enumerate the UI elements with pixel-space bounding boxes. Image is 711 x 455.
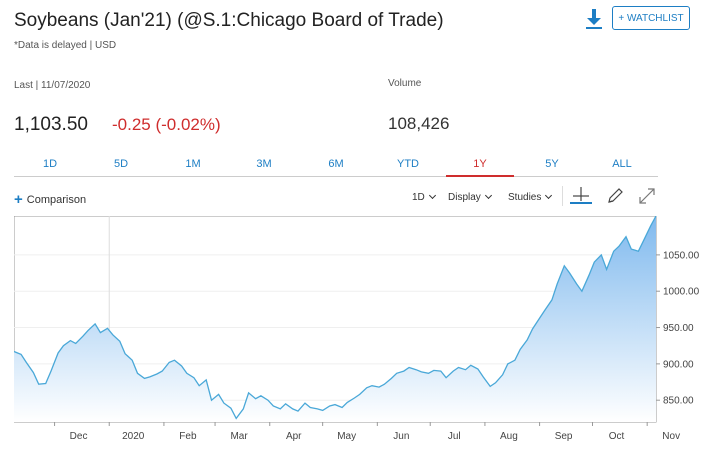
studies-dropdown[interactable]: Studies [508,191,553,203]
price-area [14,216,656,422]
toolbar-divider [562,186,563,206]
x-tick-label: Feb [179,431,197,442]
range-tab-3m[interactable]: 3M [256,158,272,170]
y-tick-label: 1050.00 [663,250,700,261]
crosshair-icon[interactable] [570,186,592,206]
y-tick-label: 900.00 [663,359,694,370]
x-tick-label: Mar [230,431,248,442]
volume-label: Volume [388,78,422,89]
chevron-down-icon [545,191,553,200]
range-tab-1d[interactable]: 1D [42,158,58,170]
expand-icon[interactable] [636,186,658,206]
range-tab-all[interactable]: ALL [612,158,632,170]
range-tab-1m[interactable]: 1M [185,158,201,170]
price-change: -0.25 (-0.02%) [112,115,221,134]
x-tick-label: May [337,431,356,442]
page-title: Soybeans (Jan'21) (@S.1:Chicago Board of… [14,10,444,31]
comparison-button[interactable]: + Comparison [14,191,86,208]
x-tick-label: Sep [555,431,573,442]
chevron-down-icon [428,191,436,200]
display-label: Display [448,192,481,203]
y-tick-label: 850.00 [663,396,694,407]
x-tick-label: Oct [609,431,625,442]
y-tick-label: 1000.00 [663,287,700,298]
display-dropdown[interactable]: Display [448,191,492,203]
last-label: Last | 11/07/2020 [14,80,91,91]
x-tick-label: Jun [393,431,409,442]
range-tab-1y[interactable]: 1Y [446,158,514,177]
x-tick-label: Apr [286,431,302,442]
interval-dropdown[interactable]: 1D [412,191,436,203]
price-chart[interactable]: 850.00 900.00 950.00 1000.00 1050.00 Dec 2020… [13,215,711,455]
y-tick-label: 950.00 [663,323,694,334]
studies-label: Studies [508,192,542,203]
plus-icon: + [14,191,23,208]
x-tick-label: Nov [662,431,680,442]
x-tick-label: Dec [70,431,88,442]
chart-toolbar: + Comparison 1D Display Studies [14,186,658,212]
price-line [13,215,657,420]
interval-value: 1D [412,192,425,203]
time-range-tabs: 1D 5D 1M 3M 6M YTD 1Y 5Y ALL [14,158,658,177]
price-chart-svg: 850.00 900.00 950.00 1000.00 1050.00 Dec 2020… [13,215,700,442]
pencil-icon[interactable] [604,186,626,206]
x-tick-label: Aug [500,431,518,442]
volume-value: 108,426 [388,114,450,133]
data-delay-note: *Data is delayed | USD [14,40,117,51]
download-icon[interactable] [584,8,604,30]
comparison-label: Comparison [26,194,87,206]
last-price: 1,103.50 [14,114,88,135]
range-tab-ytd[interactable]: YTD [397,158,419,170]
chevron-down-icon [484,191,492,200]
range-tab-5y[interactable]: 5Y [545,158,559,170]
range-tab-6m[interactable]: 6M [328,158,344,170]
range-tab-5d[interactable]: 5D [113,158,129,170]
x-tick-label: Jul [448,431,461,442]
watchlist-button[interactable]: + WATCHLIST [612,6,690,30]
x-tick-label: 2020 [122,431,145,442]
